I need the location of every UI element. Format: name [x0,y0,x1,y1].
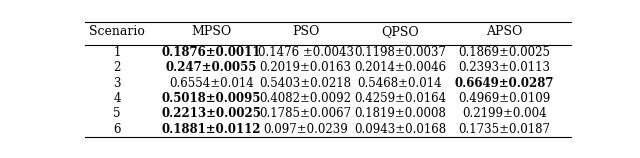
Text: 0.5468±0.014: 0.5468±0.014 [358,76,442,90]
Text: 0.2213±0.0025: 0.2213±0.0025 [161,107,261,120]
Text: 0.4969±0.0109: 0.4969±0.0109 [458,92,550,105]
Text: MPSO: MPSO [191,25,232,38]
Text: 6: 6 [113,123,121,136]
Text: 0.2019±0.0163: 0.2019±0.0163 [260,61,352,74]
Text: 0.2199±0.004: 0.2199±0.004 [462,107,547,120]
Text: PSO: PSO [292,25,319,38]
Text: 3: 3 [113,76,121,90]
Text: 0.1198±0.0037: 0.1198±0.0037 [354,46,446,59]
Text: 0.5018±0.0095: 0.5018±0.0095 [162,92,261,105]
Text: 0.1476 ±0.0043: 0.1476 ±0.0043 [258,46,354,59]
Text: 0.6554±0.014: 0.6554±0.014 [169,76,254,90]
Text: 0.1735±0.0187: 0.1735±0.0187 [458,123,550,136]
Text: 0.1881±0.0112: 0.1881±0.0112 [162,123,261,136]
Text: 0.1819±0.0008: 0.1819±0.0008 [354,107,446,120]
Text: APSO: APSO [486,25,522,38]
Text: 0.1869±0.0025: 0.1869±0.0025 [458,46,550,59]
Text: 0.2393±0.0113: 0.2393±0.0113 [458,61,550,74]
Text: 0.4082±0.0092: 0.4082±0.0092 [260,92,352,105]
Text: 0.247±0.0055: 0.247±0.0055 [166,61,257,74]
Text: 4: 4 [113,92,121,105]
Text: QPSO: QPSO [381,25,419,38]
Text: 0.2014±0.0046: 0.2014±0.0046 [354,61,446,74]
Text: 0.1876±0.0011: 0.1876±0.0011 [162,46,261,59]
Text: 5: 5 [113,107,121,120]
Text: 1: 1 [113,46,121,59]
Text: 0.6649±0.0287: 0.6649±0.0287 [454,76,554,90]
Text: 0.097±0.0239: 0.097±0.0239 [263,123,348,136]
Text: Scenario: Scenario [89,25,145,38]
Text: 0.0943±0.0168: 0.0943±0.0168 [354,123,446,136]
Text: 0.4259±0.0164: 0.4259±0.0164 [354,92,446,105]
Text: 0.1785±0.0067: 0.1785±0.0067 [260,107,352,120]
Text: 0.5403±0.0218: 0.5403±0.0218 [260,76,352,90]
Text: 2: 2 [113,61,121,74]
